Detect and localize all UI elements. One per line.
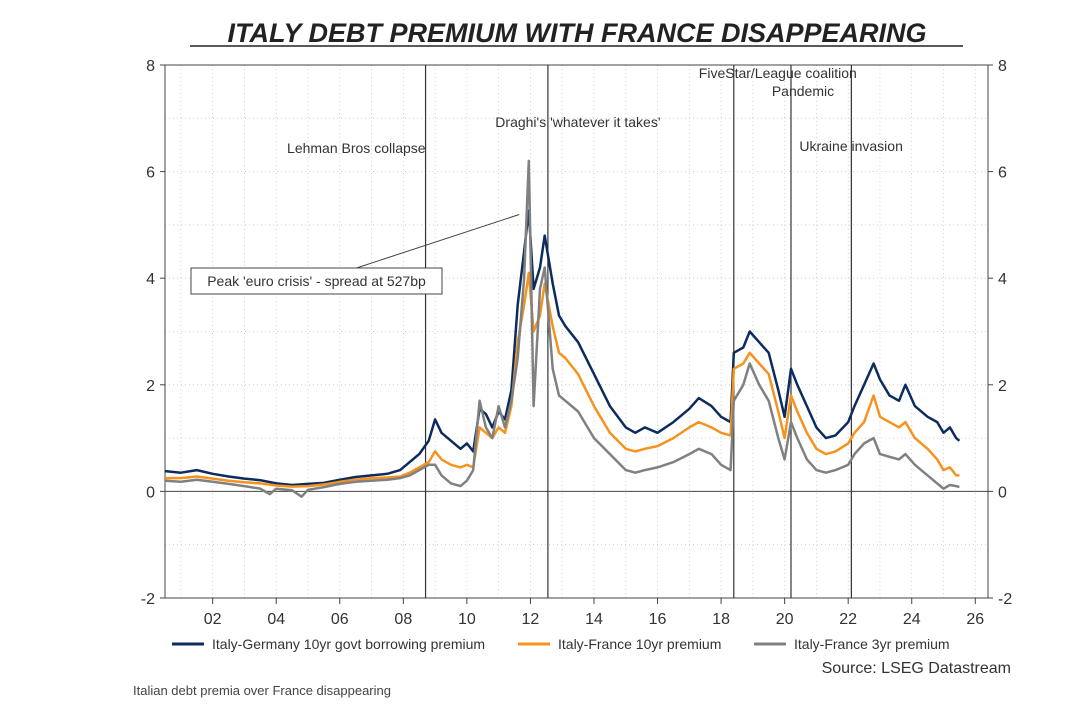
x-tick-label: 08 <box>394 611 412 628</box>
x-tick-label: 14 <box>585 611 603 628</box>
x-tick-label: 06 <box>331 611 349 628</box>
callout: Peak 'euro crisis' - spread at 527bp <box>190 214 520 295</box>
legend-label: Italy-Germany 10yr govt borrowing premiu… <box>212 636 485 652</box>
callout-leader <box>356 214 520 269</box>
x-tick-label: 24 <box>903 611 921 628</box>
y-tick-label-left: 2 <box>146 378 155 395</box>
y-tick-label-left: 0 <box>146 484 155 501</box>
x-tick-label: 04 <box>267 611 285 628</box>
series-line <box>165 271 960 488</box>
legend-label: Italy-France 10yr premium <box>558 636 721 652</box>
axes: -2 -20 02 24 46 68 802 04 06 08 10 12 14 16 18 20 22 24 26 <box>141 58 1013 628</box>
legend-label: Italy-France 3yr premium <box>794 636 950 652</box>
x-tick-label: 18 <box>712 611 730 628</box>
plot-border <box>164 64 989 599</box>
y-tick-label-right: -2 <box>998 591 1012 608</box>
y-tick-label-right: 4 <box>998 271 1007 288</box>
legend: Italy-Germany 10yr govt borrowing premiu… <box>172 636 950 652</box>
caption: Italian debt premia over France disappea… <box>133 683 391 698</box>
event-label: Ukraine invasion <box>799 138 903 154</box>
y-tick-label-right: 8 <box>998 58 1007 75</box>
x-tick-label: 20 <box>776 611 794 628</box>
y-tick-label-left: 6 <box>146 165 155 182</box>
y-tick-label-right: 6 <box>998 165 1007 182</box>
chart-title: ITALY DEBT PREMIUM WITH FRANCE DISAPPEAR… <box>227 18 926 48</box>
y-tick-label-left: 8 <box>146 58 155 75</box>
callout-label: Peak 'euro crisis' - spread at 527bp <box>207 273 426 289</box>
x-tick-label: 26 <box>966 611 984 628</box>
x-tick-label: 22 <box>839 611 857 628</box>
event-label: Lehman Bros collapse <box>287 140 426 156</box>
grid <box>165 64 988 599</box>
x-tick-label: 16 <box>649 611 667 628</box>
y-tick-label-right: 0 <box>998 484 1007 501</box>
event-label: Pandemic <box>772 83 834 99</box>
y-tick-label-left: 4 <box>146 271 155 288</box>
event-label: Draghi's 'whatever it takes' <box>495 114 660 130</box>
callout-box <box>190 267 443 295</box>
series-line <box>164 209 961 487</box>
series-lines <box>164 159 961 498</box>
event-markers: Lehman Bros collapse Draghi's 'whatever i… <box>287 65 903 598</box>
source-note: Source: LSEG Datastream <box>822 660 1011 677</box>
y-tick-label-left: -2 <box>141 591 155 608</box>
series-line <box>164 159 960 498</box>
event-label: FiveStar/League coalition <box>699 65 857 81</box>
y-tick-label-right: 2 <box>998 378 1007 395</box>
x-tick-label: 10 <box>458 611 476 628</box>
x-tick-label: 02 <box>204 611 222 628</box>
x-tick-label: 12 <box>522 611 540 628</box>
